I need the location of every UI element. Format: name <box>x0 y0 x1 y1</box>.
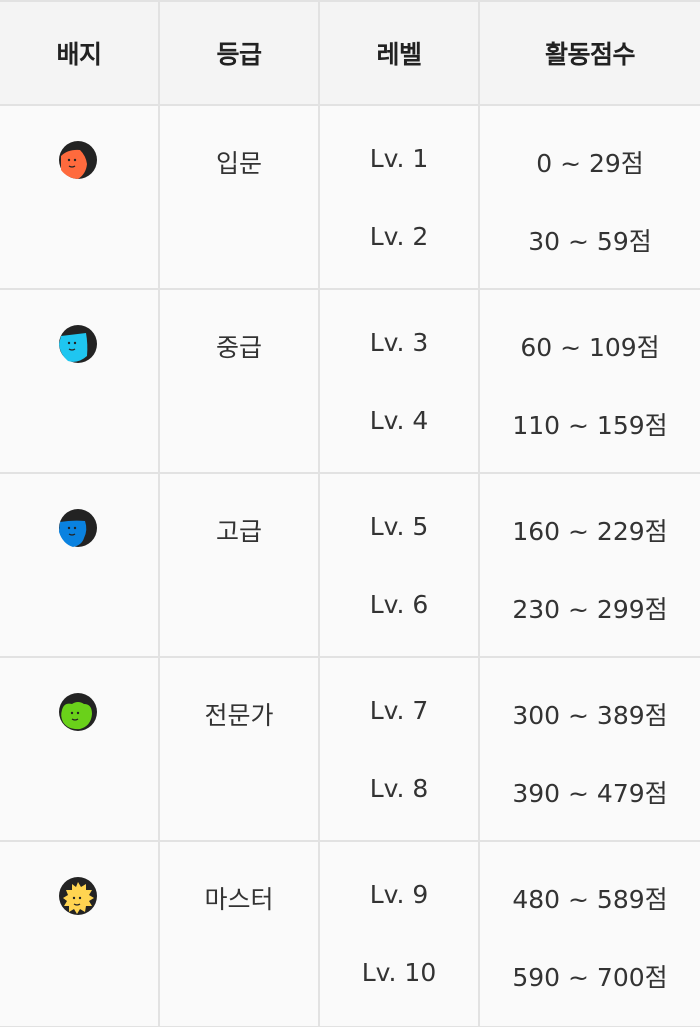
score-cell: 0 ~ 29점 30 ~ 59점 <box>480 106 700 288</box>
score-range: 60 ~ 109점 <box>520 333 660 362</box>
grade-cell: 마스터 <box>160 842 320 1026</box>
badge-cell <box>0 106 160 288</box>
score-cell: 480 ~ 589점 590 ~ 700점 <box>480 842 700 1026</box>
badge-cell <box>0 290 160 472</box>
level-label: Lv. 6 <box>369 590 429 619</box>
grade-cell: 중급 <box>160 290 320 472</box>
score-range: 30 ~ 59점 <box>528 227 652 256</box>
level-label: Lv. 1 <box>369 144 429 173</box>
level-label: Lv. 9 <box>369 880 429 909</box>
level-cell: Lv. 7 Lv. 8 <box>320 658 480 840</box>
table-row: 입문 Lv. 1 Lv. 2 0 ~ 29점 30 ~ 59점 <box>0 106 700 290</box>
grade-cell: 전문가 <box>160 658 320 840</box>
table-row: 고급 Lv. 5 Lv. 6 160 ~ 229점 230 ~ 299점 <box>0 474 700 658</box>
score-range: 480 ~ 589점 <box>512 885 668 914</box>
grade-label: 전문가 <box>204 701 274 730</box>
green-face-badge-icon <box>58 692 98 732</box>
level-label: Lv. 2 <box>369 222 429 251</box>
grade-cell: 입문 <box>160 106 320 288</box>
level-label: Lv. 3 <box>369 328 429 357</box>
grade-label: 입문 <box>215 149 262 178</box>
table-row: 마스터 Lv. 9 Lv. 10 480 ~ 589점 590 ~ 700점 <box>0 842 700 1026</box>
score-cell: 300 ~ 389점 390 ~ 479점 <box>480 658 700 840</box>
score-range: 390 ~ 479점 <box>512 779 668 808</box>
score-range: 300 ~ 389점 <box>512 701 668 730</box>
level-label: Lv. 10 <box>361 958 437 987</box>
score-range: 0 ~ 29점 <box>536 149 644 178</box>
header-badge: 배지 <box>0 2 160 104</box>
orange-face-badge-icon <box>58 140 98 180</box>
table-row: 중급 Lv. 3 Lv. 4 60 ~ 109점 110 ~ 159점 <box>0 290 700 474</box>
level-cell: Lv. 3 Lv. 4 <box>320 290 480 472</box>
level-label: Lv. 4 <box>369 406 429 435</box>
header-grade: 등급 <box>160 2 320 104</box>
score-range: 230 ~ 299점 <box>512 595 668 624</box>
header-level: 레벨 <box>320 2 480 104</box>
score-range: 160 ~ 229점 <box>512 517 668 546</box>
level-cell: Lv. 9 Lv. 10 <box>320 842 480 1026</box>
badge-cell <box>0 658 160 840</box>
level-cell: Lv. 5 Lv. 6 <box>320 474 480 656</box>
table-row: 전문가 Lv. 7 Lv. 8 300 ~ 389점 390 ~ 479점 <box>0 658 700 842</box>
level-label: Lv. 5 <box>369 512 429 541</box>
score-range: 110 ~ 159점 <box>512 411 668 440</box>
gold-face-badge-icon <box>58 876 98 916</box>
score-cell: 60 ~ 109점 110 ~ 159점 <box>480 290 700 472</box>
level-label: Lv. 7 <box>369 696 429 725</box>
grade-cell: 고급 <box>160 474 320 656</box>
grade-label: 중급 <box>215 333 262 362</box>
table-header-row: 배지 등급 레벨 활동점수 <box>0 2 700 106</box>
grade-label: 고급 <box>215 517 262 546</box>
grade-label: 마스터 <box>204 885 274 914</box>
level-cell: Lv. 1 Lv. 2 <box>320 106 480 288</box>
header-score: 활동점수 <box>544 40 636 69</box>
blue-face-badge-icon <box>58 508 98 548</box>
badge-cell <box>0 474 160 656</box>
level-label: Lv. 8 <box>369 774 429 803</box>
score-cell: 160 ~ 229점 230 ~ 299점 <box>480 474 700 656</box>
score-range: 590 ~ 700점 <box>512 963 668 992</box>
badge-cell <box>0 842 160 1026</box>
cyan-face-badge-icon <box>58 324 98 364</box>
